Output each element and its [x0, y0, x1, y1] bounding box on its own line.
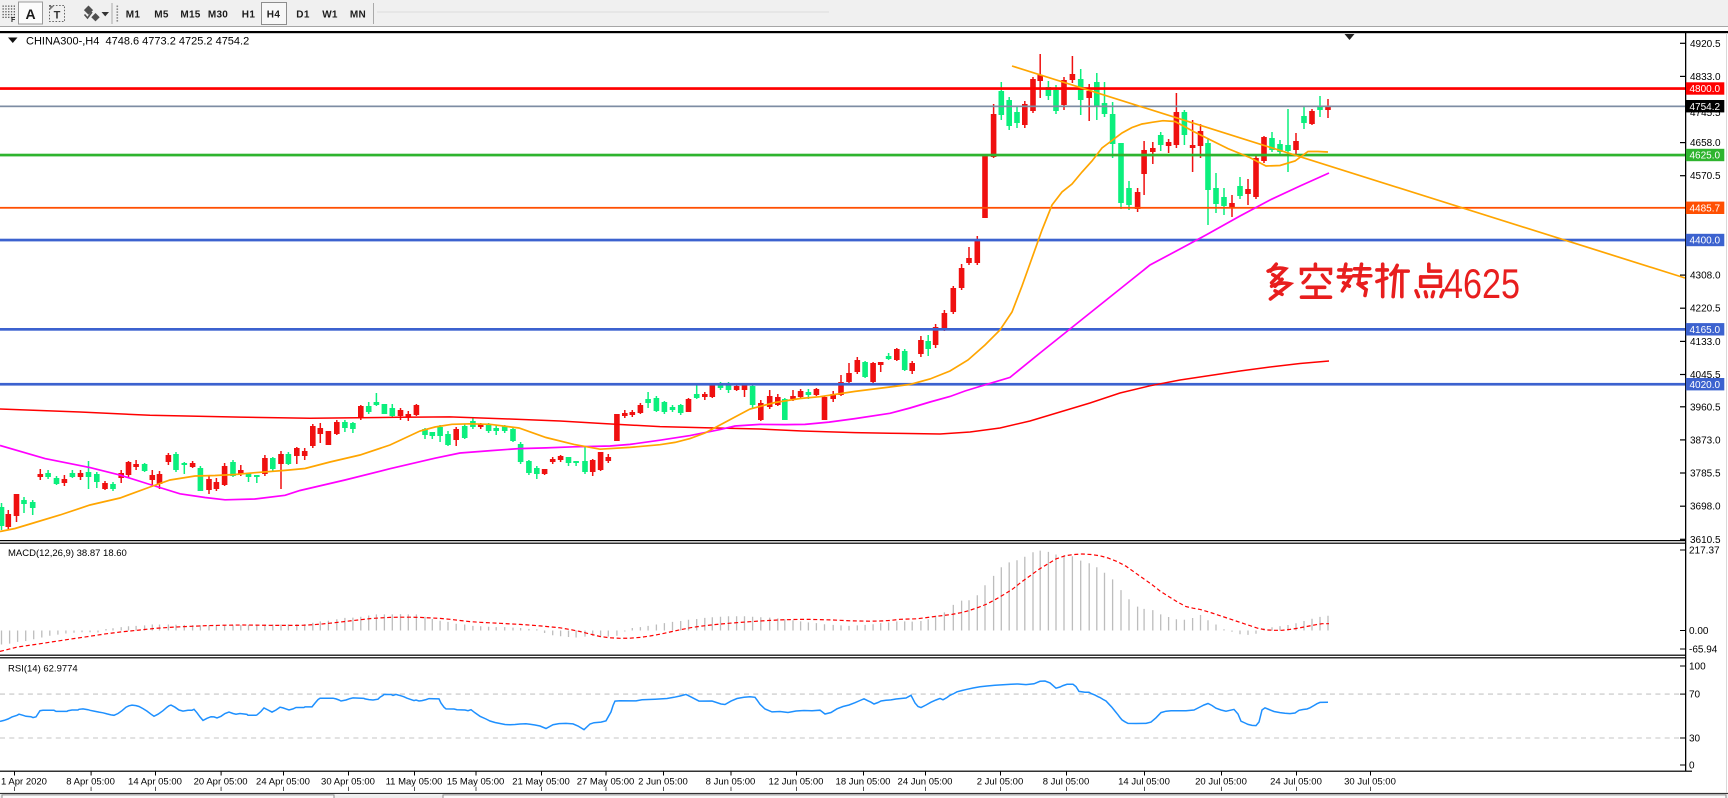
svg-text:F: F [11, 17, 16, 24]
svg-text:3960.5: 3960.5 [1690, 402, 1721, 413]
svg-text:4133.0: 4133.0 [1690, 337, 1721, 348]
svg-text:MACD(12,26,9) 38.87 18.60: MACD(12,26,9) 38.87 18.60 [8, 548, 127, 559]
svg-text:RSI(14) 62.9774: RSI(14) 62.9774 [8, 664, 78, 675]
svg-text:4745.5: 4745.5 [1690, 108, 1721, 119]
svg-text:4400.0: 4400.0 [1690, 236, 1721, 247]
svg-text:30 Jul 05:00: 30 Jul 05:00 [1344, 777, 1396, 788]
svg-text:4485.7: 4485.7 [1690, 203, 1721, 214]
svg-text:217.37: 217.37 [1689, 546, 1720, 557]
svg-text:21 May 05:00: 21 May 05:00 [512, 777, 570, 788]
svg-text:24 Jun 05:00: 24 Jun 05:00 [898, 777, 953, 788]
svg-text:4800.0: 4800.0 [1690, 84, 1721, 95]
svg-text:3610.5: 3610.5 [1690, 535, 1721, 546]
svg-text:70: 70 [1689, 690, 1701, 701]
svg-text:0.00: 0.00 [1689, 626, 1709, 637]
svg-text:M1: M1 [126, 10, 141, 21]
svg-text:4308.0: 4308.0 [1690, 271, 1721, 282]
svg-text:H4: H4 [267, 10, 281, 21]
svg-text:4754.2: 4754.2 [1690, 102, 1721, 113]
svg-text:30 Apr 05:00: 30 Apr 05:00 [321, 777, 375, 788]
svg-text:8 Jul 05:00: 8 Jul 05:00 [1043, 777, 1089, 788]
svg-text:14 Jul 05:00: 14 Jul 05:00 [1118, 777, 1170, 788]
svg-text:H1: H1 [242, 10, 256, 21]
svg-text:4625.0: 4625.0 [1690, 151, 1721, 162]
svg-text:4625: 4625 [1444, 260, 1520, 307]
svg-text:14 Apr 05:00: 14 Apr 05:00 [128, 777, 182, 788]
svg-text:30: 30 [1689, 734, 1701, 745]
svg-text:4020.0: 4020.0 [1690, 380, 1721, 391]
svg-text:100: 100 [1689, 662, 1706, 673]
svg-text:-65.94: -65.94 [1689, 645, 1718, 656]
svg-text:W1: W1 [322, 10, 338, 21]
svg-text:8 Jun 05:00: 8 Jun 05:00 [706, 777, 756, 788]
svg-text:20 Apr 05:00: 20 Apr 05:00 [194, 777, 248, 788]
svg-text:T: T [54, 10, 61, 22]
svg-text:8 Apr 05:00: 8 Apr 05:00 [66, 777, 115, 788]
svg-text:4220.5: 4220.5 [1690, 304, 1721, 315]
svg-text:4570.5: 4570.5 [1690, 171, 1721, 182]
svg-text:18 Jun 05:00: 18 Jun 05:00 [836, 777, 891, 788]
svg-text:11 May 05:00: 11 May 05:00 [386, 777, 443, 788]
svg-text:1 Apr 2020: 1 Apr 2020 [1, 777, 47, 788]
svg-text:2 Jun 05:00: 2 Jun 05:00 [638, 777, 688, 788]
svg-text:D1: D1 [296, 10, 310, 21]
svg-text:27 May 05:00: 27 May 05:00 [577, 777, 635, 788]
svg-text:4833.0: 4833.0 [1690, 72, 1721, 83]
svg-text:4920.5: 4920.5 [1690, 39, 1721, 50]
svg-text:M5: M5 [154, 10, 169, 21]
svg-text:24 Apr 05:00: 24 Apr 05:00 [256, 777, 310, 788]
svg-text:A: A [25, 6, 35, 22]
svg-text:CHINA300-,H4 4748.6 4773.2 47: CHINA300-,H4 4748.6 4773.2 4725.2 4754.2 [26, 36, 249, 48]
svg-text:2 Jul 05:00: 2 Jul 05:00 [977, 777, 1023, 788]
svg-text:4045.5: 4045.5 [1690, 370, 1721, 381]
svg-text:24 Jul 05:00: 24 Jul 05:00 [1270, 777, 1322, 788]
svg-text:4658.0: 4658.0 [1690, 138, 1721, 149]
svg-text:M30: M30 [208, 10, 228, 21]
svg-text:0: 0 [1689, 761, 1695, 772]
svg-text:20 Jul 05:00: 20 Jul 05:00 [1195, 777, 1247, 788]
svg-text:3873.0: 3873.0 [1690, 435, 1721, 446]
svg-text:3698.0: 3698.0 [1690, 502, 1721, 513]
svg-text:15 May 05:00: 15 May 05:00 [447, 777, 505, 788]
svg-text:MN: MN [350, 10, 366, 21]
svg-text:4165.0: 4165.0 [1690, 325, 1721, 336]
svg-text:12 Jun 05:00: 12 Jun 05:00 [769, 777, 824, 788]
svg-text:M15: M15 [180, 10, 200, 21]
svg-text:3785.5: 3785.5 [1690, 469, 1721, 480]
